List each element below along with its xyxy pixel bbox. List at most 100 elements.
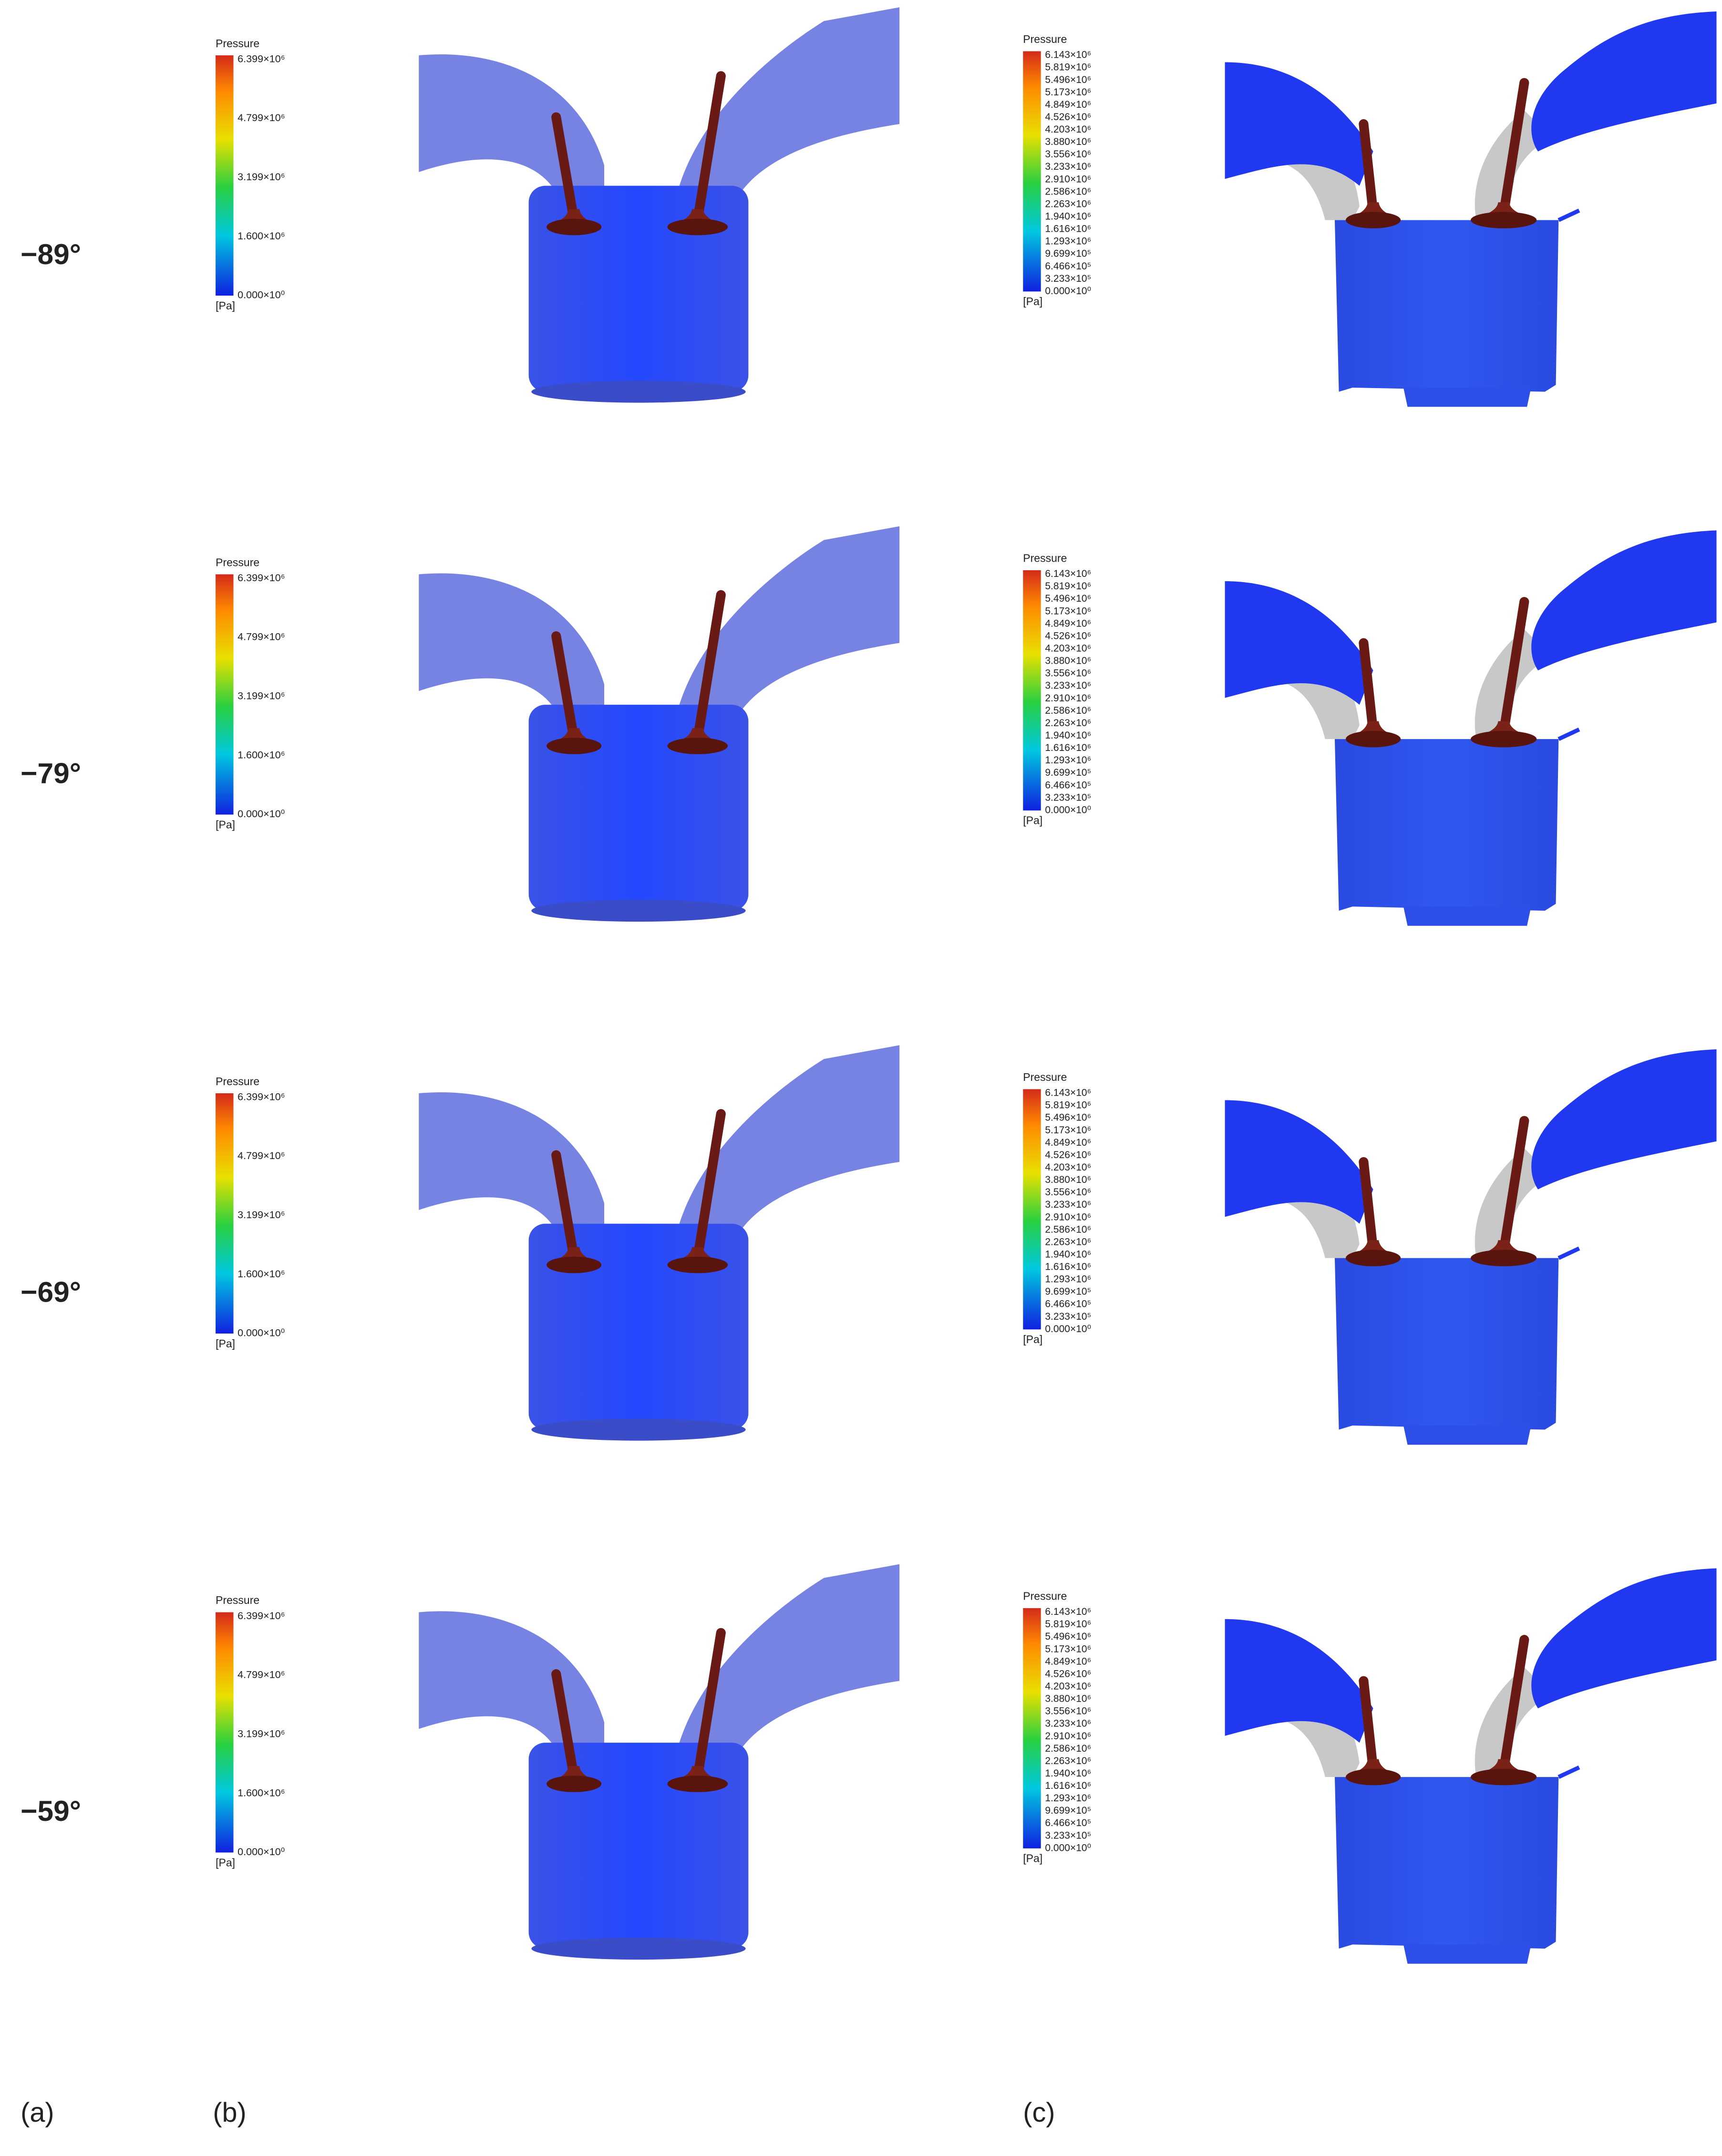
- row: −79° Pressure 6.399×10⁶ 4.799×10⁶ 3.199×10⁶ 1…: [21, 526, 1717, 926]
- legend-tick-label: 9.699×10⁵: [1045, 248, 1091, 259]
- panel-label: (c): [1023, 2097, 1055, 2128]
- legend-tick-label: 2.910×10⁶: [1045, 1731, 1091, 1742]
- legend-tick-label: 2.910×10⁶: [1045, 1211, 1091, 1222]
- legend-tick-label: 1.293×10⁶: [1045, 1793, 1091, 1804]
- legend-unit: [Pa]: [216, 818, 235, 831]
- piston: [531, 380, 746, 403]
- legend-tick-label: 6.143×10⁶: [1045, 568, 1091, 579]
- color-bar: [1023, 51, 1041, 292]
- legend-tick-label: 0.000×10⁰: [237, 808, 285, 820]
- injector: [1557, 728, 1580, 741]
- legend-tick-label: 6.143×10⁶: [1045, 1606, 1091, 1617]
- piston: [531, 1938, 746, 1960]
- legend-tick-label: 0.000×10⁰: [237, 1846, 285, 1858]
- valve-face: [547, 1776, 602, 1792]
- valve-face: [547, 218, 602, 236]
- injector: [1557, 208, 1580, 222]
- legend-tick-label: 9.699×10⁵: [1045, 1805, 1091, 1816]
- legend-tick-label: 1.616×10⁶: [1045, 1780, 1091, 1791]
- panel-label: (b): [213, 2097, 246, 2128]
- legend-tick-label: 5.496×10⁶: [1045, 74, 1091, 85]
- legend-tick-label: 6.143×10⁶: [1045, 1088, 1091, 1099]
- legend-tick-label: 2.263×10⁶: [1045, 198, 1091, 209]
- legend-tick-label: 3.233×10⁶: [1045, 161, 1091, 172]
- legend-unit: [Pa]: [216, 299, 235, 312]
- legend-tick-label: 1.293×10⁶: [1045, 1274, 1091, 1285]
- legend-tick-label: 9.699×10⁵: [1045, 767, 1091, 778]
- exhaust-port: [672, 1045, 900, 1258]
- legend-title: Pressure: [216, 37, 259, 50]
- legend-tick-label: 3.233×10⁵: [1045, 1830, 1091, 1841]
- legend-title: Pressure: [1023, 33, 1067, 45]
- panel-label: (a): [21, 2097, 54, 2128]
- piston: [1403, 1944, 1531, 1964]
- cylinder: [528, 705, 749, 911]
- valve-stem: [692, 1109, 726, 1263]
- legend-tick-label: 6.466×10⁵: [1045, 1817, 1091, 1828]
- cylinder: [528, 185, 749, 392]
- legend-tick-label: 1.616×10⁶: [1045, 224, 1091, 235]
- legend-tick-label: 5.819×10⁶: [1045, 1100, 1091, 1111]
- legend-tick-label: 3.199×10⁶: [237, 1728, 285, 1740]
- cylinder: [1334, 220, 1559, 392]
- cylinder: [1334, 1258, 1559, 1430]
- valve-stem: [1499, 597, 1529, 737]
- valve-stem: [1499, 1116, 1529, 1256]
- legend-tick-label: 6.466×10⁵: [1045, 1299, 1091, 1310]
- exhaust-port: [672, 7, 900, 220]
- legend-tick-label: 3.233×10⁵: [1045, 1311, 1091, 1322]
- legend-title: Pressure: [1023, 1590, 1067, 1602]
- crank-angle: −59°: [21, 1795, 81, 1827]
- legend-tick-label: 4.526×10⁶: [1045, 630, 1091, 641]
- valve-stem: [1359, 119, 1378, 218]
- legend-tick-label: 2.586×10⁶: [1045, 705, 1091, 716]
- valve-stem: [692, 1628, 726, 1782]
- intake-port: [1225, 1100, 1373, 1224]
- legend-tick-label: 3.556×10⁶: [1045, 1706, 1091, 1717]
- legend-tick-label: 4.849×10⁶: [1045, 1137, 1091, 1148]
- legend-tick-label: 4.849×10⁶: [1045, 618, 1091, 629]
- legend-tick-label: 6.399×10⁶: [237, 1090, 285, 1102]
- valve-stem: [1359, 638, 1378, 737]
- valve-face: [1345, 1768, 1401, 1786]
- row: −89° Pressure 6.399×10⁶ 4.799×10⁶ 3.199×10⁶ 1…: [21, 7, 1717, 407]
- piston: [531, 1418, 746, 1441]
- legend-tick-label: 5.819×10⁶: [1045, 1619, 1091, 1630]
- color-bar: [1023, 570, 1041, 811]
- legend-tick-label: 3.233×10⁵: [1045, 792, 1091, 803]
- legend-tick-label: 1.940×10⁶: [1045, 1249, 1091, 1260]
- cylinder: [528, 1223, 749, 1430]
- legend-tick-label: 3.199×10⁶: [237, 690, 285, 702]
- legend-unit: [Pa]: [1023, 1852, 1042, 1865]
- valve-stem: [551, 631, 579, 744]
- legend-tick-label: 3.233×10⁵: [1045, 273, 1091, 284]
- intake-port: [419, 1092, 605, 1258]
- exhaust-port: [672, 526, 900, 739]
- valve-face: [1345, 730, 1401, 748]
- legend-tick-label: 4.799×10⁶: [237, 631, 285, 643]
- valve-face: [667, 218, 728, 236]
- legend-tick-label: 1.600×10⁶: [237, 1786, 285, 1798]
- valve-face: [1471, 1768, 1537, 1786]
- valve-stem: [692, 71, 726, 225]
- legend-tick-label: 2.586×10⁶: [1045, 1743, 1091, 1754]
- legend-tick-label: 6.399×10⁶: [237, 1610, 285, 1622]
- exhaust-port: [1531, 530, 1717, 671]
- legend-tick-label: 3.556×10⁶: [1045, 1187, 1091, 1198]
- legend-tick-label: 5.496×10⁶: [1045, 1631, 1091, 1642]
- cylinder: [1334, 1777, 1559, 1949]
- legend-title: Pressure: [216, 1594, 259, 1606]
- legend-tick-label: 3.880×10⁶: [1045, 656, 1091, 667]
- legend-tick-label: 6.143×10⁶: [1045, 50, 1091, 61]
- legend-tick-label: 3.556×10⁶: [1045, 668, 1091, 679]
- valve-face: [1471, 1250, 1537, 1266]
- legend-tick-label: 3.233×10⁶: [1045, 680, 1091, 691]
- legend-title: Pressure: [216, 1075, 259, 1088]
- injector: [1557, 1246, 1580, 1260]
- legend-tick-label: 4.203×10⁶: [1045, 1681, 1091, 1692]
- piston: [1403, 1425, 1531, 1445]
- valve-face: [1471, 730, 1537, 748]
- exhaust-port: [672, 1564, 900, 1777]
- intake-port: [1225, 1619, 1373, 1743]
